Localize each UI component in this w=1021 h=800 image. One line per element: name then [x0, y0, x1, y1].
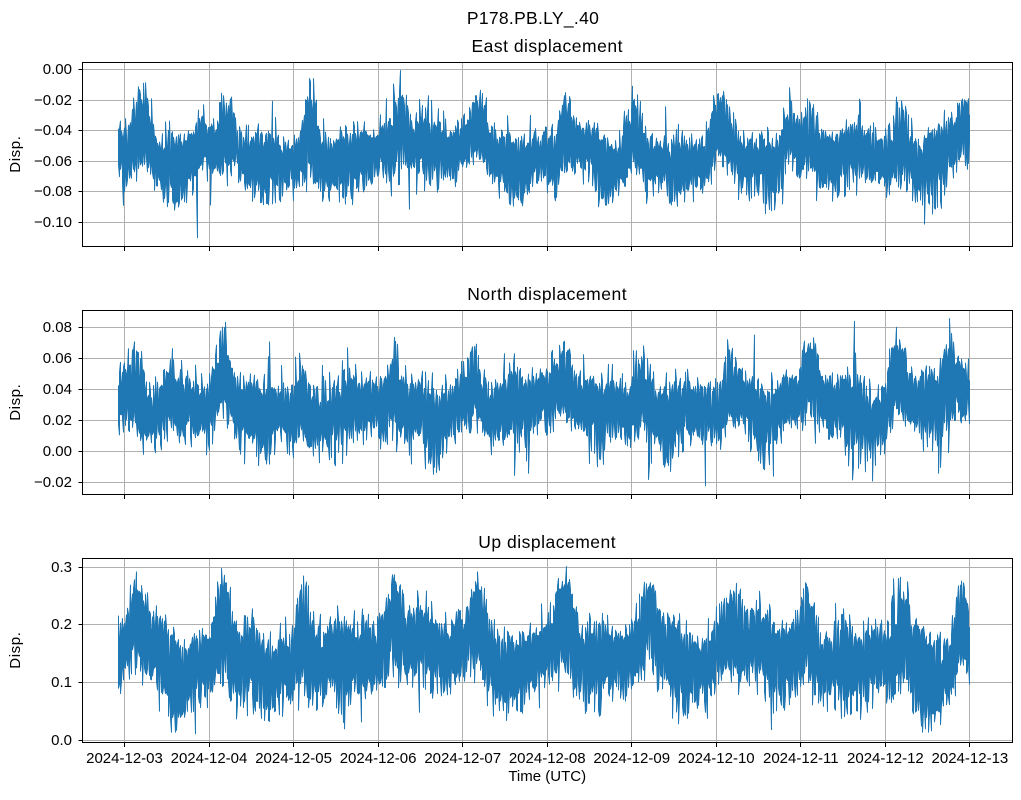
svg-text:−0.06: −0.06 — [34, 153, 72, 170]
svg-text:2024-12-13: 2024-12-13 — [932, 750, 1009, 767]
svg-text:−0.02: −0.02 — [34, 92, 72, 109]
svg-text:0.3: 0.3 — [51, 559, 72, 576]
svg-text:2024-12-07: 2024-12-07 — [424, 750, 501, 767]
svg-text:−0.10: −0.10 — [34, 214, 72, 231]
svg-text:2024-12-09: 2024-12-09 — [593, 750, 670, 767]
svg-text:2024-12-12: 2024-12-12 — [847, 750, 924, 767]
svg-text:North displacement: North displacement — [467, 284, 627, 304]
svg-text:2024-12-05: 2024-12-05 — [255, 750, 332, 767]
svg-text:2024-12-04: 2024-12-04 — [171, 750, 248, 767]
svg-text:0.0: 0.0 — [51, 732, 72, 749]
svg-text:East displacement: East displacement — [471, 36, 623, 56]
svg-text:0.1: 0.1 — [51, 674, 72, 691]
svg-text:0.2: 0.2 — [51, 616, 72, 633]
svg-text:0.08: 0.08 — [43, 319, 72, 336]
svg-text:Disp.: Disp. — [7, 632, 24, 669]
svg-text:−0.04: −0.04 — [34, 122, 72, 139]
svg-text:−0.02: −0.02 — [34, 474, 72, 491]
svg-text:0.06: 0.06 — [43, 350, 72, 367]
svg-text:2024-12-11: 2024-12-11 — [763, 750, 839, 767]
svg-text:Up displacement: Up displacement — [478, 532, 616, 552]
svg-text:2024-12-03: 2024-12-03 — [86, 750, 163, 767]
svg-text:Time (UTC): Time (UTC) — [508, 768, 586, 785]
svg-text:2024-12-08: 2024-12-08 — [509, 750, 586, 767]
svg-text:Disp.: Disp. — [7, 384, 24, 421]
svg-text:0.00: 0.00 — [43, 443, 72, 460]
svg-text:−0.08: −0.08 — [34, 183, 72, 200]
svg-text:2024-12-10: 2024-12-10 — [678, 750, 755, 767]
svg-text:0.02: 0.02 — [43, 412, 72, 429]
svg-text:0.00: 0.00 — [43, 61, 72, 78]
svg-text:2024-12-06: 2024-12-06 — [340, 750, 417, 767]
svg-text:0.04: 0.04 — [43, 381, 72, 398]
svg-text:Disp.: Disp. — [7, 136, 24, 173]
svg-text:P178.PB.LY_.40: P178.PB.LY_.40 — [467, 8, 599, 29]
